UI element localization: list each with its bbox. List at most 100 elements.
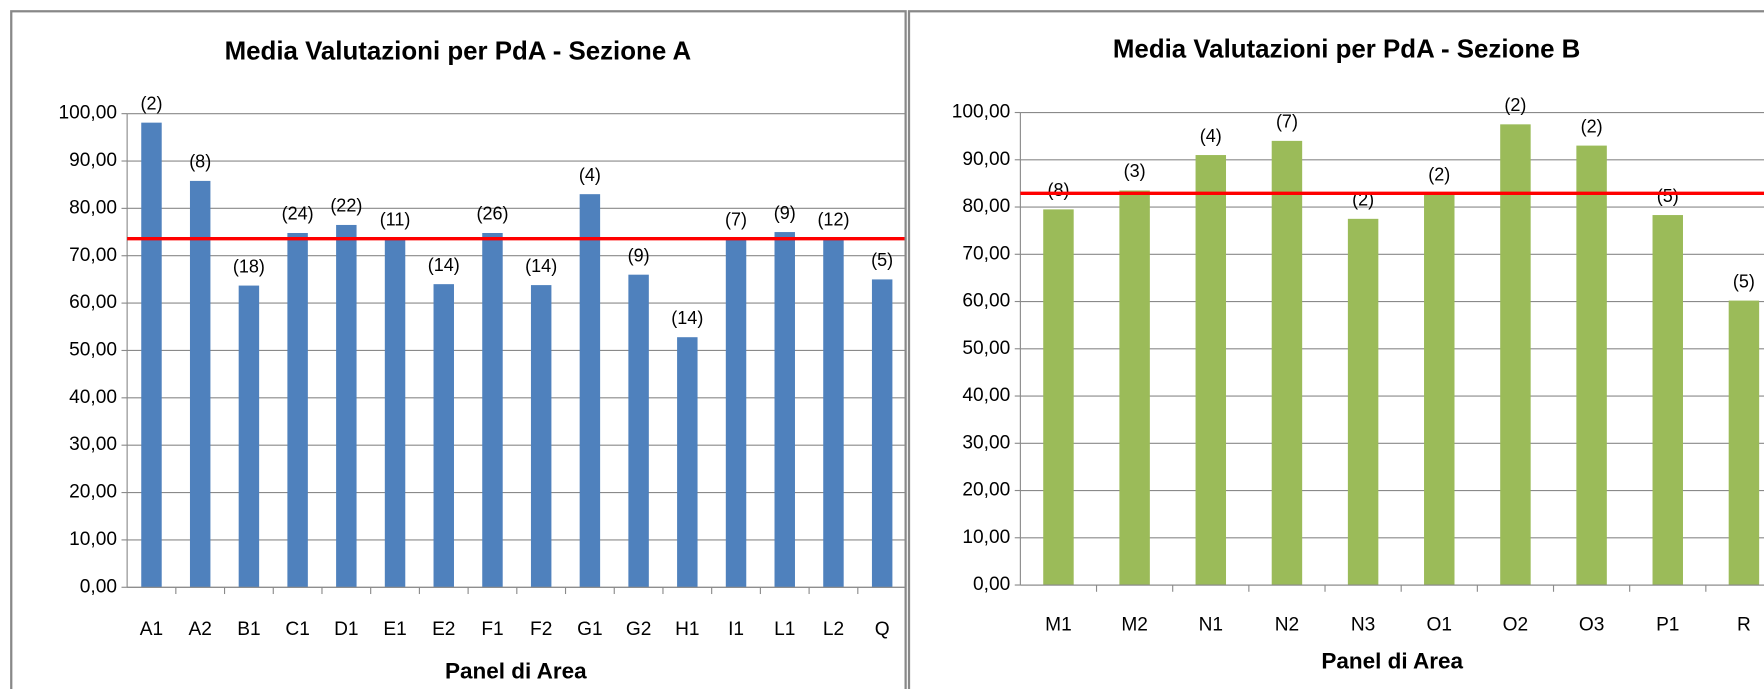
bar-label: (7) <box>725 209 747 229</box>
y-tick-label: 10,00 <box>69 529 117 550</box>
y-tick-label: 10,00 <box>962 527 1010 548</box>
y-tick-label: 40,00 <box>962 385 1010 406</box>
y-tick-label: 90,00 <box>962 149 1010 170</box>
bar-label: (2) <box>1504 95 1526 115</box>
x-axis-title: Panel di Area <box>1321 649 1463 674</box>
y-tick-label: 50,00 <box>962 338 1010 359</box>
bar <box>238 285 260 588</box>
x-tick-label: H1 <box>675 619 699 640</box>
x-tick-label: O1 <box>1427 615 1453 636</box>
bar <box>1119 190 1150 586</box>
x-tick-label: B1 <box>237 619 260 640</box>
y-tick-label: 30,00 <box>69 434 117 455</box>
bar <box>871 279 893 588</box>
x-tick-label: N2 <box>1275 615 1299 636</box>
bar <box>141 122 162 588</box>
bar-label: (14) <box>525 256 557 276</box>
y-tick-label: 80,00 <box>69 197 117 218</box>
y-tick-label: 30,00 <box>962 432 1010 453</box>
bar <box>628 274 649 588</box>
y-tick-label: 0,00 <box>80 576 117 597</box>
x-tick-label: Q <box>875 619 890 640</box>
bar <box>823 238 844 588</box>
y-tick-label: 20,00 <box>962 480 1010 501</box>
bar <box>530 285 552 588</box>
x-tick-label: D1 <box>334 619 358 640</box>
bar-label: (22) <box>330 196 362 216</box>
y-tick-label: 50,00 <box>69 340 117 361</box>
bar <box>482 233 503 588</box>
x-tick-label: E1 <box>383 619 406 640</box>
bar-label: (26) <box>476 204 508 224</box>
bar <box>1043 209 1074 586</box>
y-tick-label: 80,00 <box>962 196 1010 217</box>
chart-title: Media Valutazioni per PdA - Sezione B <box>1113 35 1580 63</box>
bar-label: (7) <box>1276 112 1298 132</box>
bar <box>433 284 454 588</box>
bar <box>1347 218 1379 586</box>
y-tick-label: 60,00 <box>962 291 1010 312</box>
bar-label: (2) <box>140 93 162 113</box>
x-tick-label: G2 <box>626 619 652 640</box>
bar-label: (9) <box>774 203 796 223</box>
bar-label: (2) <box>1581 116 1603 136</box>
x-tick-label: N1 <box>1199 615 1223 636</box>
bar <box>336 224 357 588</box>
bar-label: (8) <box>1047 180 1069 200</box>
bar-label: (14) <box>428 255 460 275</box>
bar-label: (8) <box>189 152 211 172</box>
y-tick-label: 70,00 <box>69 245 117 266</box>
bar-label: (11) <box>380 209 411 229</box>
x-tick-label: F2 <box>530 619 552 640</box>
x-tick-label: A2 <box>189 619 212 640</box>
bar-label: (5) <box>1657 186 1679 206</box>
bar <box>287 233 308 588</box>
x-tick-label: P1 <box>1656 615 1679 636</box>
bar <box>1576 145 1607 586</box>
bar-label: (12) <box>817 209 849 229</box>
y-tick-label: 100,00 <box>952 102 1010 123</box>
bar <box>1424 193 1455 586</box>
x-tick-label: L1 <box>774 619 795 640</box>
bar-label: (4) <box>579 165 601 185</box>
bar <box>384 238 406 588</box>
x-tick-label: C1 <box>285 619 309 640</box>
chart-title: Media Valutazioni per PdA - Sezione A <box>225 38 692 66</box>
x-tick-label: R <box>1737 615 1751 636</box>
bar <box>1728 300 1760 586</box>
x-tick-label: E2 <box>432 619 455 640</box>
y-tick-label: 60,00 <box>69 292 117 313</box>
bar <box>1652 215 1683 586</box>
x-tick-label: G1 <box>577 619 603 640</box>
x-tick-label: O2 <box>1503 615 1528 636</box>
y-tick-label: 70,00 <box>962 243 1010 264</box>
y-tick-label: 0,00 <box>973 574 1010 595</box>
x-tick-label: F1 <box>481 619 503 640</box>
x-tick-label: L2 <box>823 619 844 640</box>
bar-label: (9) <box>628 245 650 265</box>
x-tick-label: N3 <box>1351 615 1375 636</box>
bar-label: (2) <box>1428 165 1450 185</box>
x-axis-title: Panel di Area <box>445 659 587 684</box>
x-tick-label: O3 <box>1579 615 1604 636</box>
bar-label: (3) <box>1124 161 1146 181</box>
bar-label: (5) <box>871 250 893 270</box>
bar-label: (24) <box>282 204 314 224</box>
y-tick-label: 40,00 <box>69 387 117 408</box>
bar <box>725 238 747 588</box>
x-tick-label: M2 <box>1121 615 1148 636</box>
bar <box>189 180 211 588</box>
bar-label: (18) <box>233 256 265 276</box>
x-tick-label: A1 <box>140 619 163 640</box>
bar <box>579 194 601 588</box>
x-tick-label: M1 <box>1045 615 1072 636</box>
y-tick-label: 100,00 <box>59 103 117 124</box>
bar <box>1271 140 1303 586</box>
bar-label: (14) <box>671 308 703 328</box>
bar <box>774 232 795 588</box>
y-tick-label: 20,00 <box>69 482 117 503</box>
bar <box>1500 124 1531 586</box>
y-tick-label: 90,00 <box>69 150 117 171</box>
bar <box>677 337 698 588</box>
